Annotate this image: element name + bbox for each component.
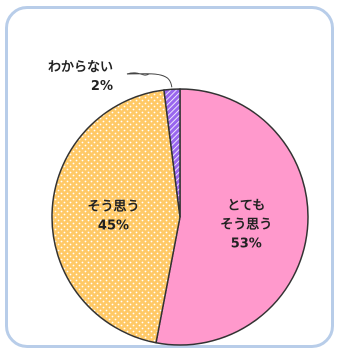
- slice-category-label: わからない: [48, 60, 113, 75]
- slice-percent-label: 2%: [91, 79, 113, 94]
- label-sou-omou: そう思う 45%: [87, 199, 139, 233]
- slice-wakaranai: [163, 88, 181, 218]
- slice-percent-label: 45%: [98, 218, 129, 233]
- slice-category-label: そう思う: [87, 199, 139, 214]
- slice-totemo-sou-omou: [155, 88, 309, 346]
- label-leader-line: [126, 72, 173, 88]
- label-wakaranai: わからない 2%: [48, 60, 173, 94]
- slice-sou-omou: [51, 89, 181, 344]
- slice-category-label: そう思う: [220, 217, 272, 232]
- slice-percent-label: 53%: [231, 236, 262, 251]
- slice-category-label: とても: [227, 198, 265, 213]
